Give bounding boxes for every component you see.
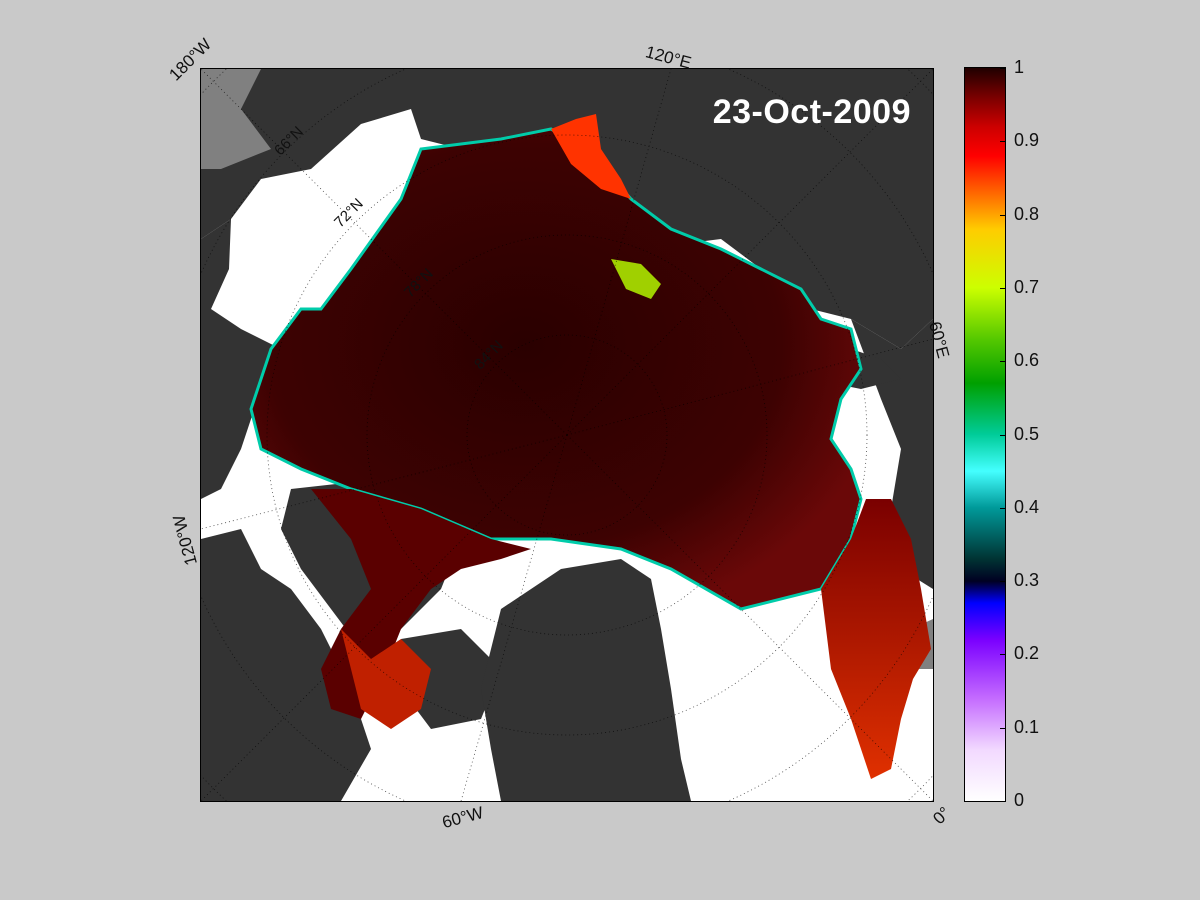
colorbar-tick-mark (1000, 581, 1006, 583)
marginal-ice-laptev (551, 114, 631, 199)
lon-label-60w: 60°W (440, 802, 486, 833)
colorbar-tick-label: 0.1 (1014, 716, 1040, 737)
colorbar-tick-mark (1000, 727, 1006, 729)
colorbar-tick-label: 0.9 (1014, 130, 1040, 151)
colorbar-tick-label: 0.2 (1014, 643, 1040, 664)
latitude-graticule (201, 69, 933, 801)
eurasia-landmass (201, 69, 933, 349)
colorbar-tick-mark (1000, 361, 1006, 363)
map-date-label: 23-Oct-2009 (712, 93, 911, 131)
scandinavia-landmass (851, 319, 933, 589)
greenland (481, 559, 691, 801)
colorbar-tick-mark (1000, 801, 1006, 802)
colorbar-tick-mark (1000, 214, 1006, 216)
map-canvas (201, 69, 933, 801)
colorbar-tick-label: 0.8 (1014, 203, 1040, 224)
colorbar-tick-mark (1000, 654, 1006, 656)
colorbar-tick-mark (1000, 68, 1006, 69)
colorbar-tick-mark (1000, 434, 1006, 436)
colorbar-gradient (964, 67, 1006, 802)
colorbar-tick-label: 0.6 (1014, 350, 1040, 371)
colorbar-tick-label: 0.4 (1014, 496, 1040, 517)
colorbar-tick-mark (1000, 141, 1006, 143)
colorbar-tick-label: 0.3 (1014, 570, 1040, 591)
colorbar-tick-label: 0.5 (1014, 423, 1040, 444)
sea-ice-greenland-coast (821, 499, 931, 779)
colorbar-tick-label: 0.7 (1014, 276, 1040, 297)
lon-label-0: 0° (929, 803, 955, 829)
colorbar-tick-label: 1 (1014, 57, 1025, 77)
unmapped-corner (201, 69, 271, 169)
lon-label-120w: 120°W (169, 512, 201, 568)
sea-ice-map: 23-Oct-2009 66°N 72°N 78°N 84°N (200, 68, 934, 802)
colorbar-tick-mark (1000, 507, 1006, 509)
colorbar-tick-label: 0 (1014, 790, 1025, 810)
marginal-ice-kara (611, 259, 661, 299)
sea-ice-channel-fragments (341, 629, 431, 729)
colorbar-tick-mark (1000, 287, 1006, 289)
